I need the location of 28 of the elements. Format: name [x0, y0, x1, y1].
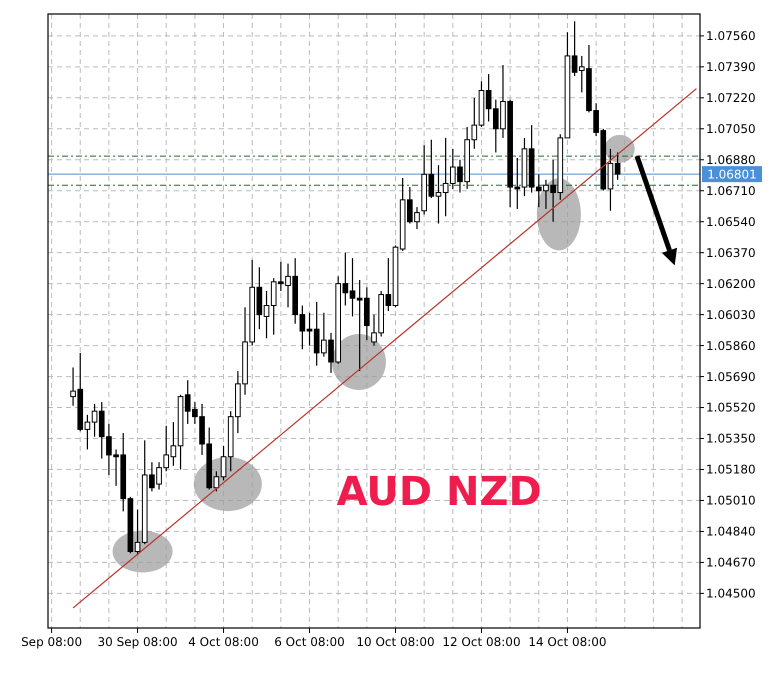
x-tick-label: 30 Sep 08:00 — [98, 635, 178, 649]
text: AUD NZD — [336, 469, 542, 516]
y-tick-label: 1.07560 — [706, 29, 756, 44]
x-tick-label: 10 Oct 08:00 — [356, 635, 435, 649]
x-tick-label: 14 Oct 08:00 — [528, 635, 607, 649]
y-tick-label: 1.04840 — [706, 524, 756, 539]
y-tick-label: 1.06200 — [706, 276, 756, 291]
y-tick-label: 1.06030 — [706, 308, 756, 322]
y-tick-label: 1.06370 — [706, 246, 756, 260]
y-tick-label: 1.06540 — [706, 214, 756, 229]
x-tick-label: Sep 08:00 — [21, 635, 82, 649]
y-tick-label: 1.05350 — [706, 432, 756, 446]
y-tick-label: 1.05860 — [706, 338, 756, 353]
x-tick-label: 12 Oct 08:00 — [442, 635, 521, 649]
y-tick-label: 1.07390 — [706, 60, 756, 74]
y-tick-label: 1.07220 — [706, 91, 756, 106]
y-tick-label: 1.05690 — [706, 370, 756, 384]
y-tick-label: 1.04670 — [706, 556, 756, 570]
y-tick-label: 1.06710 — [706, 184, 756, 198]
y-tick-label: 1.06880 — [706, 152, 756, 167]
y-tick-label: 1.05010 — [706, 494, 756, 508]
y-tick-label: 1.05180 — [706, 462, 756, 477]
x-tick-label: 6 Oct 08:00 — [274, 635, 345, 649]
x-tick-label: 4 Oct 08:00 — [188, 635, 259, 649]
y-tick-label: 1.07050 — [706, 122, 756, 136]
y-tick-label: 1.05520 — [706, 400, 756, 415]
ref-line-label: 1.06801 — [707, 167, 757, 182]
y-tick-label: 1.04500 — [706, 586, 756, 601]
